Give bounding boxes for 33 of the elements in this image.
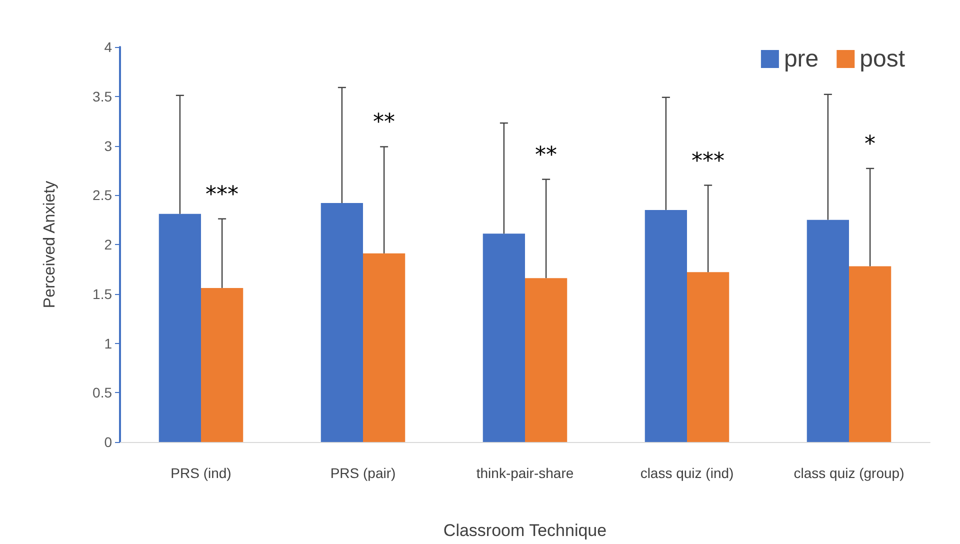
annotation: *** [692,148,725,174]
y-tick-label: 1.5 [92,286,112,302]
bar [644,210,687,442]
y-tick-label: 3.5 [92,88,112,104]
bar [806,220,849,442]
y-tick-label: 1 [104,335,112,352]
y-tick-label: 2 [104,236,112,252]
x-tick-label: class quiz (group) [794,465,904,481]
y-tick-label: 0.5 [92,384,112,401]
bar [687,272,730,442]
annotation: ** [373,110,396,136]
x-tick-label: PRS (ind) [170,465,232,481]
y-tick-label: 0 [104,434,112,450]
annotation: ** [535,142,558,168]
x-tick-label: PRS (pair) [330,465,396,481]
bar [849,266,892,442]
annotation: *** [206,182,239,208]
x-tick-label: think-pair-share [476,465,574,481]
annotation: * [864,132,876,157]
x-tick-label: class quiz (ind) [640,465,734,481]
y-axis-title: Perceived Anxiety [42,180,58,308]
y-tick-label: 3 [104,138,112,154]
x-axis-title: Classroom Technique [443,521,607,540]
bar [363,253,406,442]
bar [525,278,568,442]
y-tick-label: 2.5 [92,187,112,204]
bar [320,203,363,442]
legend-label: pre [784,46,819,72]
bar [158,214,201,442]
bar [201,288,244,442]
bar [482,234,525,442]
legend-label: post [860,46,906,72]
y-tick-label: 4 [104,39,112,55]
